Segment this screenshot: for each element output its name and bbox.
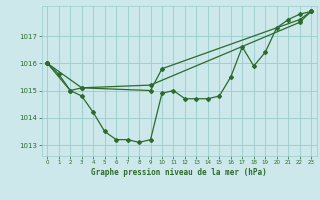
X-axis label: Graphe pression niveau de la mer (hPa): Graphe pression niveau de la mer (hPa) — [91, 168, 267, 177]
